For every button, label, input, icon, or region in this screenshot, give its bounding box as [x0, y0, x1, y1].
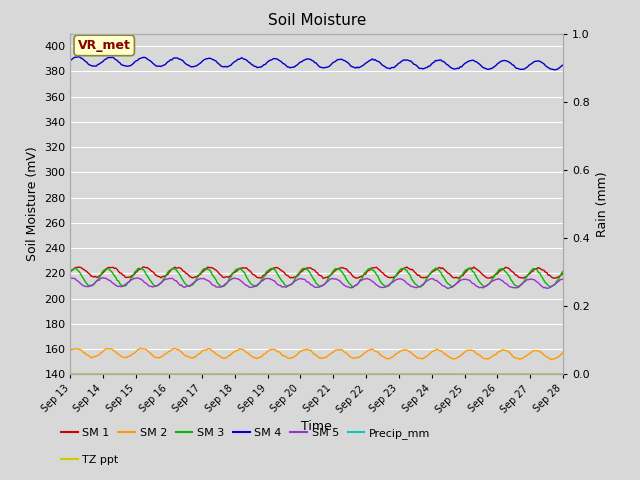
Text: VR_met: VR_met: [78, 39, 131, 52]
Y-axis label: Rain (mm): Rain (mm): [596, 171, 609, 237]
Title: Soil Moisture: Soil Moisture: [268, 13, 366, 28]
X-axis label: Time: Time: [301, 420, 332, 433]
Legend: SM 1, SM 2, SM 3, SM 4, SM 5, Precip_mm: SM 1, SM 2, SM 3, SM 4, SM 5, Precip_mm: [57, 423, 435, 443]
Y-axis label: Soil Moisture (mV): Soil Moisture (mV): [26, 146, 39, 262]
Legend: TZ ppt: TZ ppt: [57, 451, 123, 469]
